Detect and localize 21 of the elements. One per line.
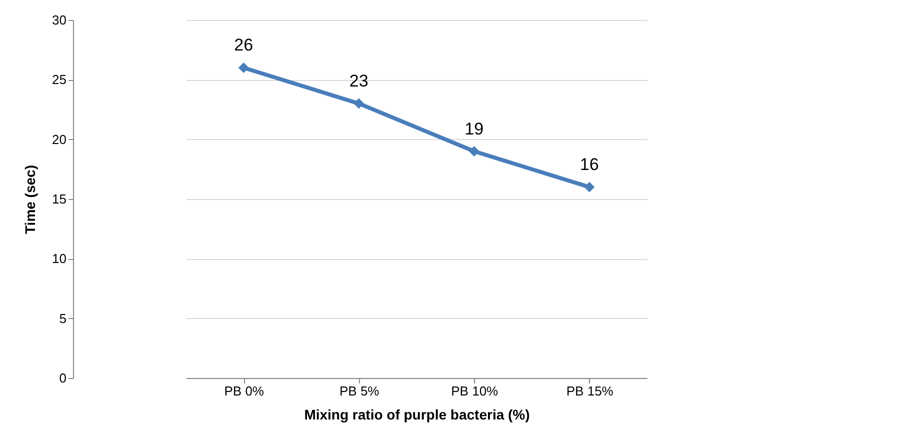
x-tick-label: PB 5%: [340, 384, 380, 398]
y-tick-label: 10: [52, 251, 66, 266]
y-tick-label: 15: [52, 192, 66, 206]
point: [354, 98, 364, 109]
x-axis-title: Mixing ratio of purple bacteria (%): [304, 406, 530, 422]
y-tick-label: 20: [52, 132, 66, 147]
point: [238, 62, 249, 73]
y-tick-label: 30: [52, 12, 66, 28]
data-label: 19: [464, 119, 484, 138]
data-label: 26: [234, 36, 254, 55]
y-tick-label: 5: [59, 310, 66, 326]
point: [584, 182, 595, 192]
x-tick-label: PB 0%: [224, 384, 264, 398]
data-label: 23: [349, 72, 368, 91]
y-tick-label: 25: [52, 72, 66, 88]
x-tick-label: PB 15%: [566, 384, 614, 398]
y-axis-title: Time (sec): [22, 165, 38, 234]
x-tick-label: PB 10%: [451, 384, 499, 398]
data-label: 16: [580, 155, 599, 174]
point: [468, 146, 480, 157]
y-tick-label: 0: [59, 370, 66, 386]
